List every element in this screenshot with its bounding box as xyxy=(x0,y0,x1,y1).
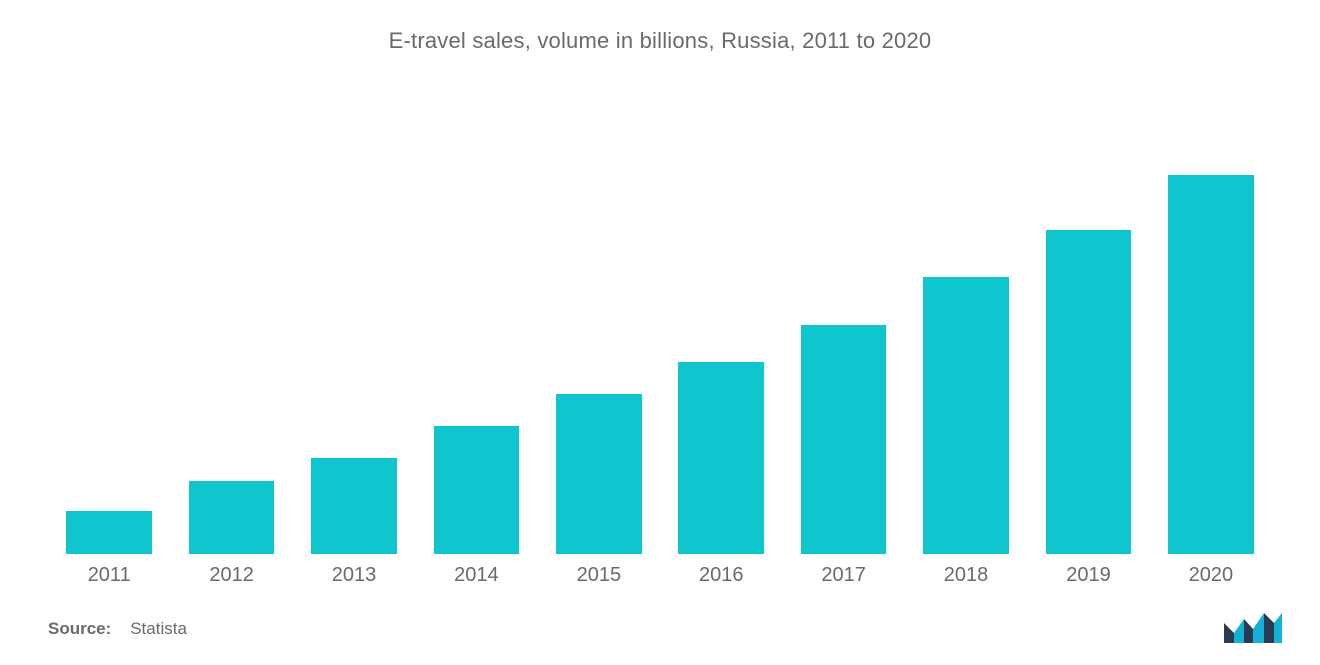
x-axis-label: 2015 xyxy=(538,564,660,587)
source-value: Statista xyxy=(130,619,187,638)
x-axis-labels: 2011201220132014201520162017201820192020 xyxy=(40,554,1280,587)
chart-container: E-travel sales, volume in billions, Russ… xyxy=(0,0,1320,665)
bar xyxy=(189,481,275,554)
x-axis-label: 2016 xyxy=(660,564,782,587)
bar xyxy=(678,362,764,554)
bar-slot xyxy=(170,114,292,554)
x-axis-label: 2018 xyxy=(905,564,1027,587)
bar-slot xyxy=(1150,114,1272,554)
bar-slot xyxy=(660,114,782,554)
x-axis-label: 2011 xyxy=(48,564,170,587)
bar-slot xyxy=(1027,114,1149,554)
chart-title: E-travel sales, volume in billions, Russ… xyxy=(40,28,1280,54)
bar xyxy=(556,394,642,554)
x-axis-label: 2020 xyxy=(1150,564,1272,587)
x-axis-label: 2013 xyxy=(293,564,415,587)
x-axis-label: 2019 xyxy=(1027,564,1149,587)
mordor-intelligence-logo-icon xyxy=(1224,609,1282,643)
bar xyxy=(66,511,152,554)
source-label: Source: xyxy=(48,619,111,638)
bar-slot xyxy=(415,114,537,554)
bar-slot xyxy=(538,114,660,554)
bar xyxy=(801,325,887,554)
bar xyxy=(434,426,520,554)
plot-area xyxy=(40,114,1280,554)
bar xyxy=(923,277,1009,554)
x-axis-label: 2012 xyxy=(170,564,292,587)
bar xyxy=(1046,230,1132,554)
bars-group xyxy=(40,114,1280,554)
x-axis-label: 2017 xyxy=(782,564,904,587)
source-attribution: Source: Statista xyxy=(48,619,187,639)
bar-slot xyxy=(293,114,415,554)
bar-slot xyxy=(905,114,1027,554)
x-axis-label: 2014 xyxy=(415,564,537,587)
bar-slot xyxy=(48,114,170,554)
bar xyxy=(311,458,397,554)
bar xyxy=(1168,175,1254,554)
bar-slot xyxy=(782,114,904,554)
